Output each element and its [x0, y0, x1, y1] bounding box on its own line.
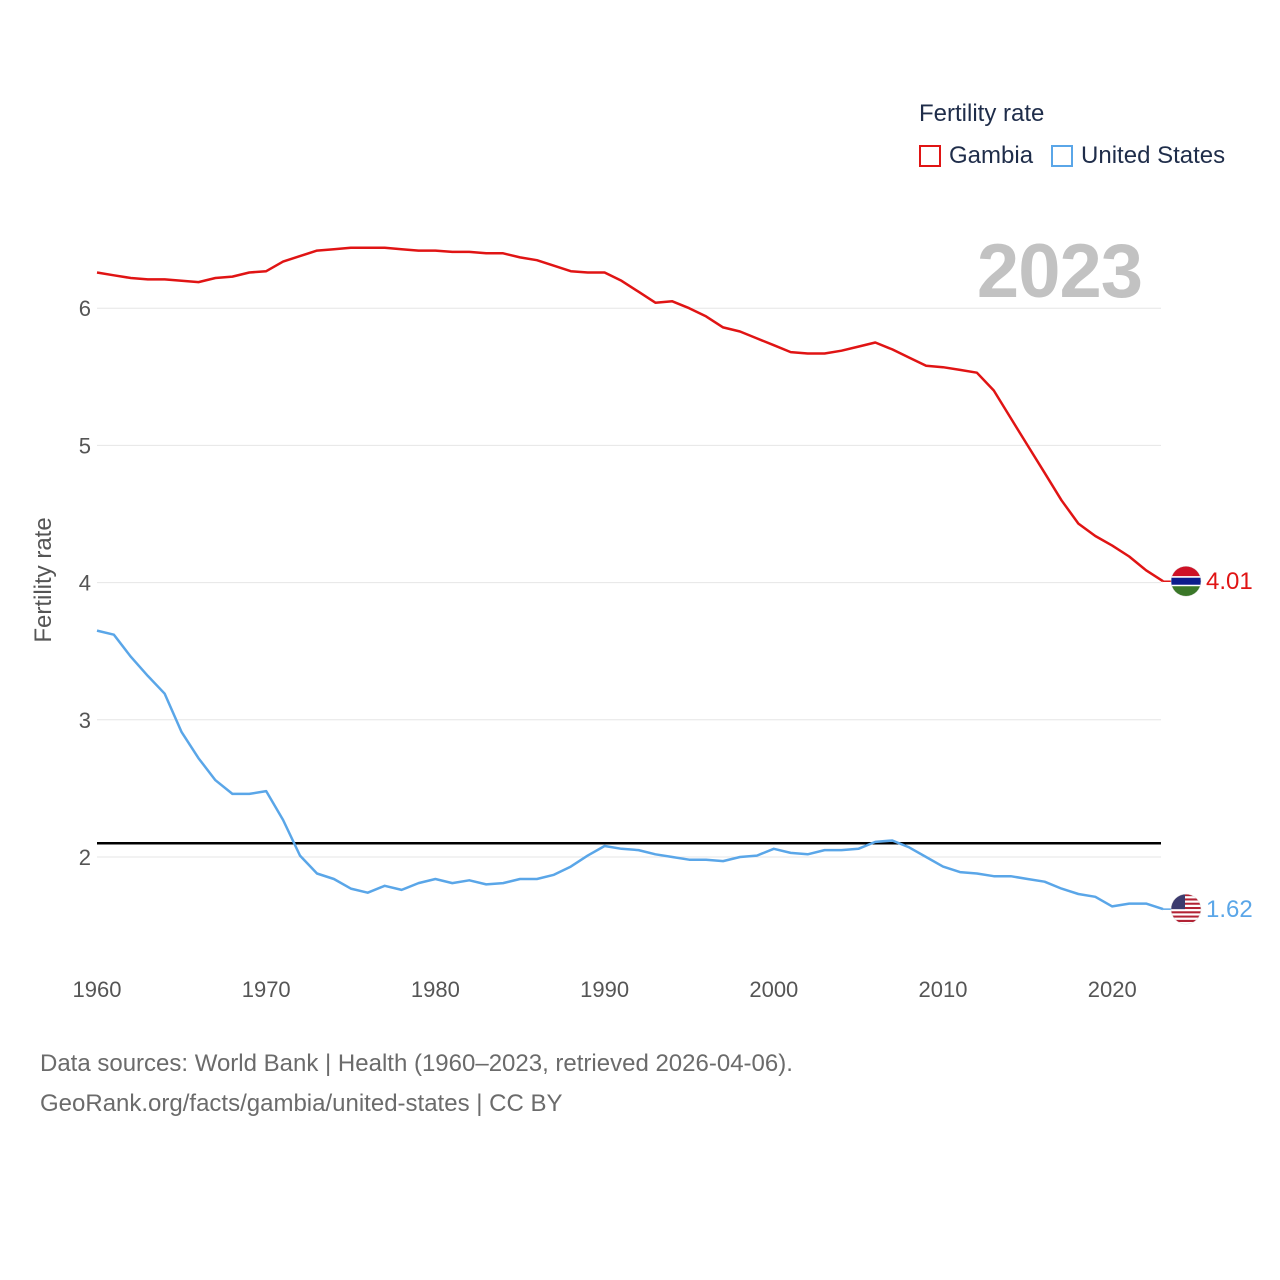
legend-swatch-gambia	[919, 145, 941, 167]
legend-item-gambia[interactable]: Gambia	[919, 142, 1033, 170]
y-axis-title: Fertility rate	[30, 517, 57, 642]
end-value-label-gambia: 4.01	[1206, 568, 1253, 595]
x-axis-ticks: 1960 1970 1980 1990 2000 2010 2020	[73, 977, 1137, 1002]
y-axis-ticks: 2 3 4 5 6	[79, 296, 91, 870]
x-tick-label: 1980	[411, 977, 460, 1002]
legend-title: Fertility rate	[919, 100, 1045, 127]
legend-item-united-states[interactable]: United States	[1051, 142, 1225, 170]
x-tick-label: 1970	[242, 977, 291, 1002]
series-end-labels: 4.01 1.62	[1163, 565, 1253, 925]
y-tick-label: 5	[79, 433, 91, 458]
footer-source: Data sources: World Bank | Health (1960–…	[40, 1050, 793, 1077]
united-states-flag-icon	[1170, 893, 1202, 925]
footer: Data sources: World Bank | Health (1960–…	[40, 1044, 793, 1124]
grid-lines	[97, 307, 1161, 858]
y-tick-label: 6	[79, 296, 91, 321]
year-label: 2023	[976, 229, 1143, 314]
gambia-flag-icon	[1170, 565, 1202, 597]
footer-link[interactable]: GeoRank.org/facts/gambia/united-states |…	[40, 1090, 563, 1117]
legend-label-gambia: Gambia	[949, 142, 1034, 169]
x-tick-label: 1990	[580, 977, 629, 1002]
y-tick-label: 4	[79, 571, 91, 596]
legend-swatch-united-states	[1051, 145, 1074, 167]
y-tick-label: 3	[79, 708, 91, 733]
legend-label-united-states: United States	[1081, 142, 1226, 169]
series-line-united-states	[96, 629, 1164, 911]
x-tick-label: 2010	[919, 977, 968, 1002]
x-tick-label: 1960	[73, 977, 122, 1002]
x-tick-label: 2000	[749, 977, 798, 1002]
series-line-gambia	[96, 246, 1164, 583]
x-tick-label: 2020	[1088, 977, 1137, 1002]
end-value-label-united-states: 1.62	[1206, 896, 1253, 923]
legend: Gambia United States	[919, 142, 1243, 170]
series-lines	[96, 246, 1164, 911]
y-tick-label: 2	[79, 845, 91, 870]
